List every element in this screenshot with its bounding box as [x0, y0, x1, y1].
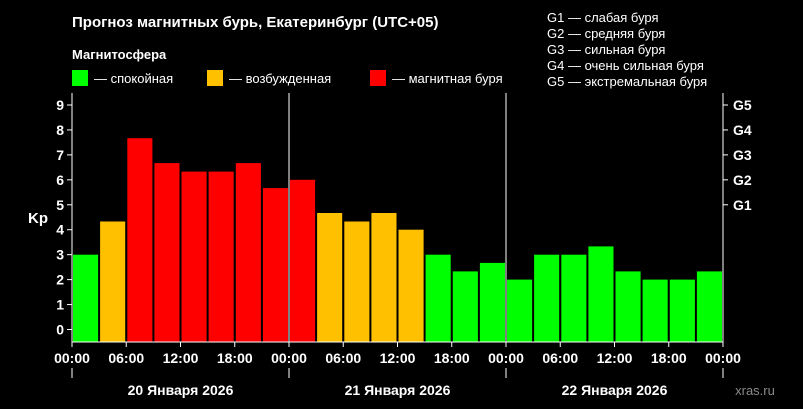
kp-bar	[452, 271, 478, 342]
g-scale-g2: G2 — средняя буря	[547, 26, 665, 41]
y-tick-label: 0	[56, 322, 64, 338]
g-scale-g5: G5 — экстремальная буря	[547, 74, 707, 89]
chart-subtitle: Магнитосфера	[72, 47, 167, 62]
legend: — спокойная — возбужденная — магнитная б…	[72, 70, 503, 86]
kp-bar	[534, 254, 560, 342]
y-tick-label: 2	[56, 272, 64, 288]
y-tick-label: 9	[56, 97, 64, 113]
g-tick-label: G2	[733, 172, 752, 188]
y-tick-label: 6	[56, 172, 64, 188]
kp-bar	[127, 138, 153, 342]
kp-bar	[154, 163, 180, 342]
chart-title: Прогноз магнитных бурь, Екатеринбург (UT…	[72, 14, 438, 31]
day-label: 22 Января 2026	[562, 382, 668, 398]
g-scale-g3: G3 — сильная буря	[547, 42, 665, 57]
kp-bar	[73, 254, 99, 342]
kp-bar	[507, 279, 533, 342]
kp-bar	[615, 271, 641, 342]
g-ticks: G1 G2 G3 G4 G5	[723, 97, 752, 213]
kp-bar	[588, 246, 614, 342]
watermark: xras.ru	[735, 383, 775, 398]
x-tick-label: 12:00	[597, 350, 633, 366]
y-tick-label: 8	[56, 122, 64, 138]
kp-bar	[290, 179, 316, 342]
x-tick-label: 12:00	[380, 350, 416, 366]
kp-bar	[317, 213, 343, 342]
legend-swatch-active	[207, 70, 223, 86]
g-tick-label: G1	[733, 197, 752, 213]
kp-bar	[181, 171, 207, 342]
legend-label-active: — возбужденная	[229, 71, 331, 86]
x-tick-label: 00:00	[488, 350, 524, 366]
x-tick-label: 06:00	[542, 350, 578, 366]
kp-bar	[344, 221, 370, 342]
legend-label-quiet: — спокойная	[94, 71, 173, 86]
x-tick-label: 18:00	[217, 350, 253, 366]
x-tick-label: 00:00	[271, 350, 307, 366]
x-tick-label: 00:00	[54, 350, 90, 366]
y-tick-label: 5	[56, 197, 64, 213]
x-tick-label: 00:00	[705, 350, 741, 366]
kp-bar	[100, 221, 126, 342]
x-tick-label: 18:00	[434, 350, 470, 366]
day-label: 20 Января 2026	[128, 382, 234, 398]
x-tick-label: 18:00	[651, 350, 687, 366]
kp-bar	[262, 188, 288, 342]
bars	[73, 138, 722, 342]
legend-swatch-quiet	[72, 70, 88, 86]
g-tick-label: G4	[733, 122, 752, 138]
x-ticks: 00:00 06:00 12:00 18:00 00:00 06:00 12:00 18:00…	[54, 342, 741, 366]
y-ticks: 0 1 2 3 4 5 6 7 8 9	[56, 97, 72, 338]
kp-bar	[696, 271, 722, 342]
kp-bar	[398, 229, 424, 342]
legend-swatch-storm	[370, 70, 386, 86]
y-tick-label: 7	[56, 147, 64, 163]
kp-bar	[669, 279, 695, 342]
kp-bar	[479, 262, 505, 342]
kp-bar	[371, 213, 397, 342]
g-tick-label: G3	[733, 147, 752, 163]
x-tick-label: 06:00	[108, 350, 144, 366]
y-tick-label: 3	[56, 247, 64, 263]
g-scale-g1: G1 — слабая буря	[547, 10, 659, 25]
g-tick-label: G5	[733, 97, 752, 113]
kp-bar	[235, 163, 261, 342]
y-axis-label: Kp	[28, 210, 48, 227]
day-labels: 20 Января 2026 21 Января 2026 22 Января 20…	[71, 368, 724, 398]
y-tick-label: 4	[56, 222, 64, 238]
kp-bar	[561, 254, 587, 342]
kp-bar	[642, 279, 668, 342]
day-label: 21 Января 2026	[345, 382, 451, 398]
legend-label-storm: — магнитная буря	[392, 71, 503, 86]
g-scale-g4: G4 — очень сильная буря	[547, 58, 704, 73]
kp-bar	[425, 254, 451, 342]
x-tick-label: 06:00	[325, 350, 361, 366]
g-scale-key: G1 — слабая буря G2 — средняя буря G3 — …	[547, 10, 707, 89]
kp-bar	[208, 171, 234, 342]
y-tick-label: 1	[56, 297, 64, 313]
x-tick-label: 12:00	[163, 350, 199, 366]
